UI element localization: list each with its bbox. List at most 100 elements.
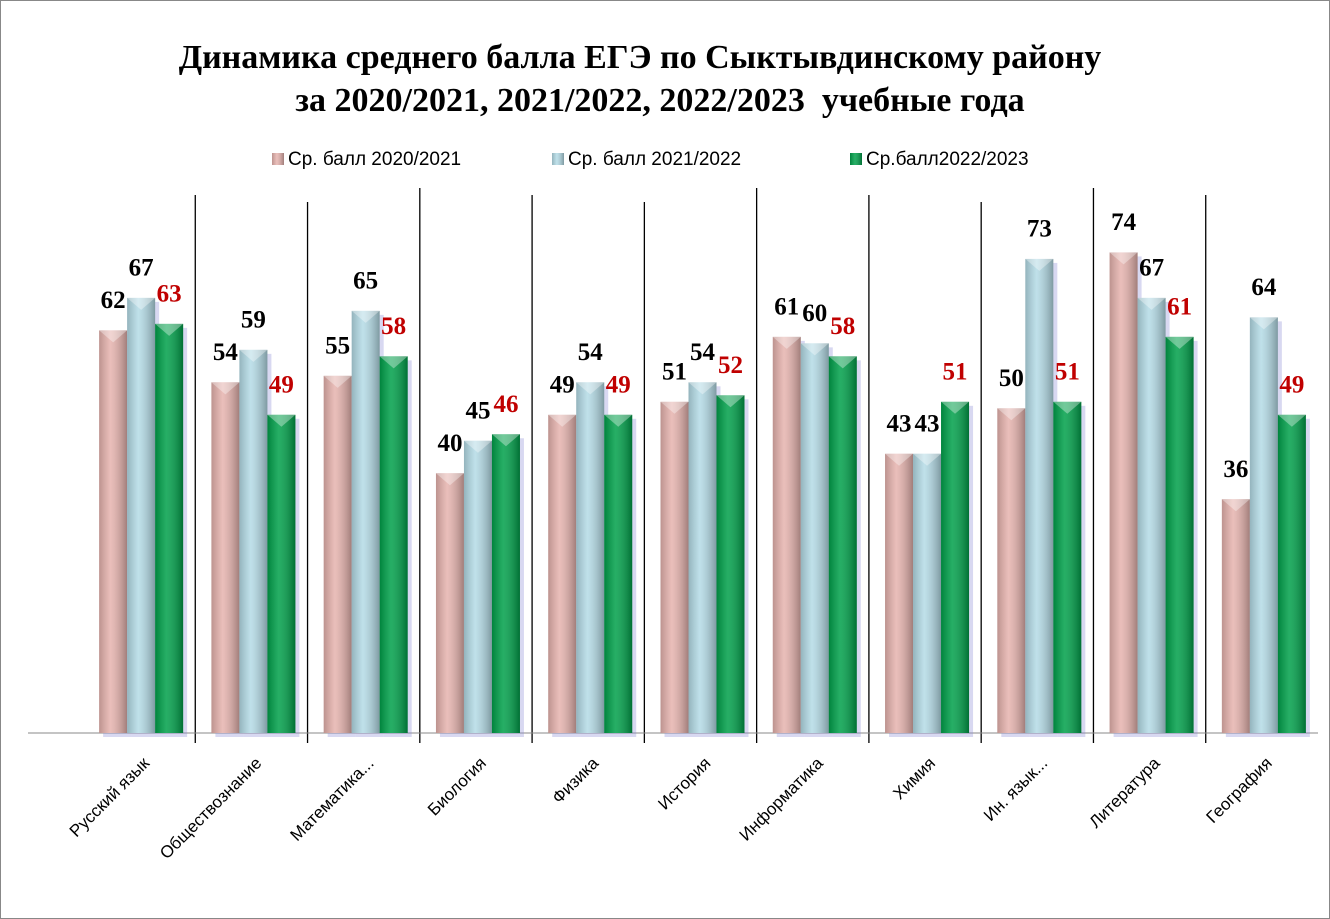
bar-cap (99, 330, 128, 343)
bar-cap (1165, 336, 1194, 349)
bar-cap (1221, 499, 1250, 512)
bar-shade (323, 375, 352, 733)
data-label: 61 (1167, 294, 1192, 321)
data-label: 67 (129, 255, 154, 282)
data-label: 54 (690, 339, 716, 366)
bar-shade (660, 401, 689, 733)
data-label: 65 (353, 268, 378, 295)
data-label: 55 (325, 333, 350, 360)
bar-shade (379, 356, 408, 733)
data-label: 46 (493, 391, 518, 418)
legend-marker-shade (552, 153, 564, 165)
data-label: 64 (1251, 274, 1277, 301)
bar-cap (155, 323, 184, 336)
bar-shade (1277, 414, 1306, 733)
bar-shade (772, 336, 801, 733)
bar-cap (1109, 252, 1138, 265)
bar-shade (688, 382, 717, 733)
bar-shade (716, 395, 745, 733)
data-label: 58 (830, 313, 855, 340)
bar-shade (267, 414, 296, 733)
bar-cap (127, 297, 156, 310)
bar-shade (155, 323, 184, 733)
bar-shade (1109, 252, 1138, 733)
bar-cap (604, 414, 633, 427)
bar-cap (1277, 414, 1306, 427)
bar-cap (548, 414, 577, 427)
data-label: 45 (465, 397, 490, 424)
data-label: 59 (241, 307, 266, 334)
bar-cap (1249, 317, 1278, 330)
bar-cap (1053, 401, 1082, 414)
bar-cap (941, 401, 970, 414)
data-label: 36 (1223, 456, 1248, 483)
data-label: 50 (999, 365, 1024, 392)
legend-marker-shade (850, 153, 862, 165)
bar-shade (941, 401, 970, 733)
bar-cap (716, 395, 745, 408)
bar-shade (1137, 297, 1166, 733)
bar-cap (997, 408, 1026, 421)
chart-title: Динамика среднего балла ЕГЭ по Сыктывдин… (179, 39, 1102, 76)
bar-cap (351, 310, 380, 323)
bar-shade (885, 453, 914, 733)
bar-cap (885, 453, 914, 466)
bar-cap (211, 382, 240, 395)
bar-shade (127, 297, 156, 733)
bar-shade (576, 382, 605, 733)
data-label: 63 (157, 281, 182, 308)
legend-marker-shade (272, 153, 284, 165)
bar-shade (239, 349, 268, 733)
data-label: 49 (550, 372, 575, 399)
bar-shade (491, 434, 520, 733)
bar-shade (211, 382, 240, 733)
bar-cap (576, 382, 605, 395)
bar-cap (435, 473, 464, 486)
bar-shade (800, 343, 829, 733)
bar-cap (800, 343, 829, 356)
data-label: 49 (1279, 372, 1304, 399)
bar-cap (772, 336, 801, 349)
data-label: 49 (606, 372, 631, 399)
data-label: 43 (915, 410, 940, 437)
bar-cap (323, 375, 352, 388)
data-label: 67 (1139, 255, 1164, 282)
data-label: 61 (774, 294, 799, 321)
bar-shade (435, 473, 464, 733)
bar-shade (997, 408, 1026, 733)
data-label: 51 (1055, 359, 1080, 386)
data-label: 74 (1111, 209, 1137, 236)
bar-shade (99, 330, 128, 733)
data-label: 54 (213, 339, 239, 366)
bar-cap (913, 453, 942, 466)
data-label: 49 (269, 372, 294, 399)
bar-shade (351, 310, 380, 733)
data-label: 62 (101, 287, 126, 314)
bar-cap (267, 414, 296, 427)
legend-label: Ср. балл 2020/2021 (288, 149, 461, 170)
bar-shade (1221, 499, 1250, 733)
bar-shade (913, 453, 942, 733)
bar-shade (1053, 401, 1082, 733)
bar-shade (463, 440, 492, 733)
bar-cap (828, 356, 857, 369)
bar-shade (828, 356, 857, 733)
legend-label: Ср.балл2022/2023 (866, 149, 1029, 170)
data-label: 40 (437, 430, 462, 457)
bar-cap (660, 401, 689, 414)
bar-cap (239, 349, 268, 362)
bar-shade (1025, 258, 1054, 733)
bar-cap (491, 434, 520, 447)
data-label: 58 (381, 313, 406, 340)
bar-cap (379, 356, 408, 369)
legend-label: Ср. балл 2021/2022 (568, 149, 741, 170)
bar-shade (1249, 317, 1278, 733)
chart-title: за 2020/2021, 2021/2022, 2022/2023 учебн… (295, 82, 1024, 119)
data-label: 54 (578, 339, 604, 366)
data-label: 51 (662, 359, 687, 386)
bar-cap (1137, 297, 1166, 310)
data-label: 43 (887, 410, 912, 437)
bar-shade (548, 414, 577, 733)
data-label: 52 (718, 352, 743, 379)
